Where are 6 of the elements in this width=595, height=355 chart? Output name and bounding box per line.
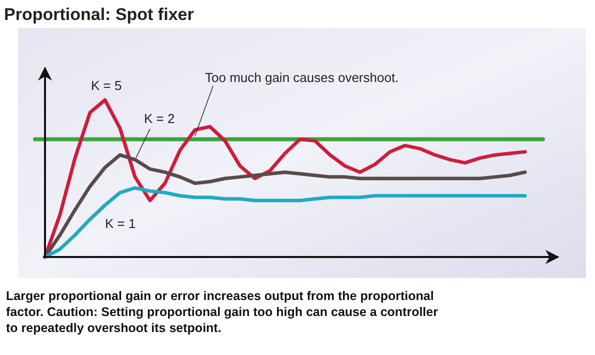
- series-label: K = 5: [91, 78, 122, 93]
- series-label: K = 1: [105, 216, 136, 231]
- text: K = 2: [144, 110, 175, 126]
- text: Too much gain causes overshoot.: [205, 70, 399, 85]
- chart-title: Proportional: Spot fixer: [4, 5, 194, 24]
- text: Larger proportional gain or error increases output from the proportional factor. Caution: Setting proportional gain too high can cause a controller to repeatedly overshoot its setpoint.: [6, 289, 438, 335]
